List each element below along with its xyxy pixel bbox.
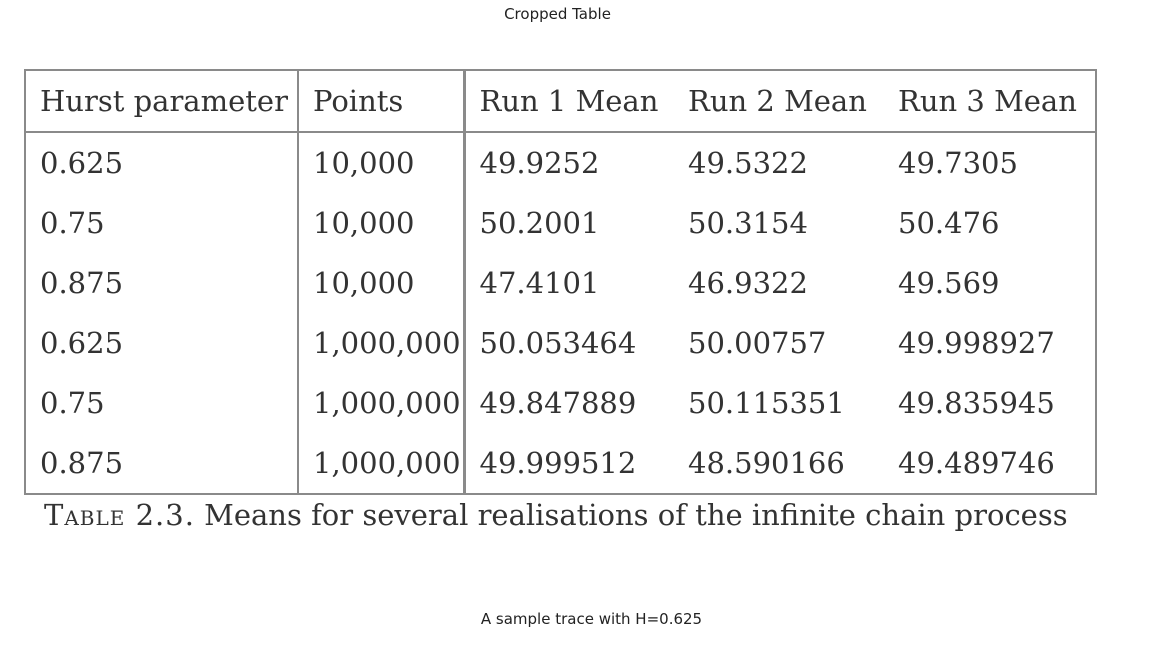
- cell-run-1: 49.999512: [479, 446, 637, 480]
- cell-hurst: 0.625: [25, 132, 299, 193]
- cell-run-1: 49.847889: [479, 386, 637, 420]
- cell-run-1: 49.9252: [479, 146, 600, 180]
- table-row: 0.875 10,000 47.4101 46.9322 49.569: [25, 253, 1096, 313]
- table-caption: Table 2.3. Means for several realisation…: [44, 498, 1068, 532]
- cell-points: 10,000: [298, 193, 466, 253]
- figure-title: Cropped Table: [504, 5, 611, 23]
- cell-run-3: 49.835945: [898, 386, 1055, 420]
- cell-points: 10,000: [298, 253, 466, 313]
- table-row: 0.625 10,000 49.9252 49.5322 49.7305: [25, 132, 1096, 193]
- header-run-1-mean: Run 1 Mean: [464, 70, 674, 133]
- cell-hurst: 0.75: [25, 373, 299, 433]
- cell-run-2: 48.590166: [688, 446, 845, 480]
- cell-hurst: 0.875: [25, 433, 299, 494]
- cell-run-1: 50.2001: [479, 206, 600, 240]
- cell-run-2: 50.3154: [688, 206, 808, 240]
- cell-hurst: 0.75: [25, 193, 299, 253]
- cell-run-3: 50.476: [898, 206, 1000, 240]
- cell-hurst: 0.875: [25, 253, 299, 313]
- cell-run-1: 50.053464: [479, 326, 637, 360]
- cell-run-3: 49.7305: [898, 146, 1018, 180]
- header-run-3-mean: Run 3 Mean: [884, 70, 1096, 133]
- cell-points: 1,000,000: [298, 373, 466, 433]
- table-row: 0.75 1,000,000 49.847889 50.115351 49.83…: [25, 373, 1096, 433]
- cell-run-3: 49.569: [898, 266, 1000, 300]
- cell-run-2: 46.9322: [688, 266, 808, 300]
- means-table-container: Hurst parameter Points Run 1 Mean Run 2 …: [24, 69, 1097, 495]
- next-figure-title: A sample trace with H=0.625: [480, 610, 703, 628]
- cell-points: 1,000,000: [298, 433, 466, 494]
- table-row: 0.75 10,000 50.2001 50.3154 50.476: [25, 193, 1096, 253]
- cell-run-1: 47.4101: [479, 266, 600, 300]
- means-table: Hurst parameter Points Run 1 Mean Run 2 …: [24, 69, 1097, 495]
- table-row: 0.875 1,000,000 49.999512 48.590166 49.4…: [25, 433, 1096, 494]
- cell-points: 1,000,000: [298, 313, 466, 373]
- cell-points: 10,000: [298, 132, 466, 193]
- table-caption-text: Means for several realisations of the in…: [204, 498, 1068, 532]
- cell-hurst: 0.625: [25, 313, 299, 373]
- table-row: 0.625 1,000,000 50.053464 50.00757 49.99…: [25, 313, 1096, 373]
- cell-run-3: 49.489746: [898, 446, 1055, 480]
- cell-run-2: 50.115351: [688, 386, 845, 420]
- table-header-row: Hurst parameter Points Run 1 Mean Run 2 …: [25, 70, 1096, 133]
- header-points: Points: [298, 70, 466, 133]
- cell-run-2: 50.00757: [688, 326, 827, 360]
- cell-run-3: 49.998927: [898, 326, 1055, 360]
- header-run-2-mean: Run 2 Mean: [674, 70, 884, 133]
- table-caption-label: Table 2.3.: [44, 498, 195, 532]
- header-hurst-parameter: Hurst parameter: [25, 70, 299, 133]
- cell-run-2: 49.5322: [688, 146, 808, 180]
